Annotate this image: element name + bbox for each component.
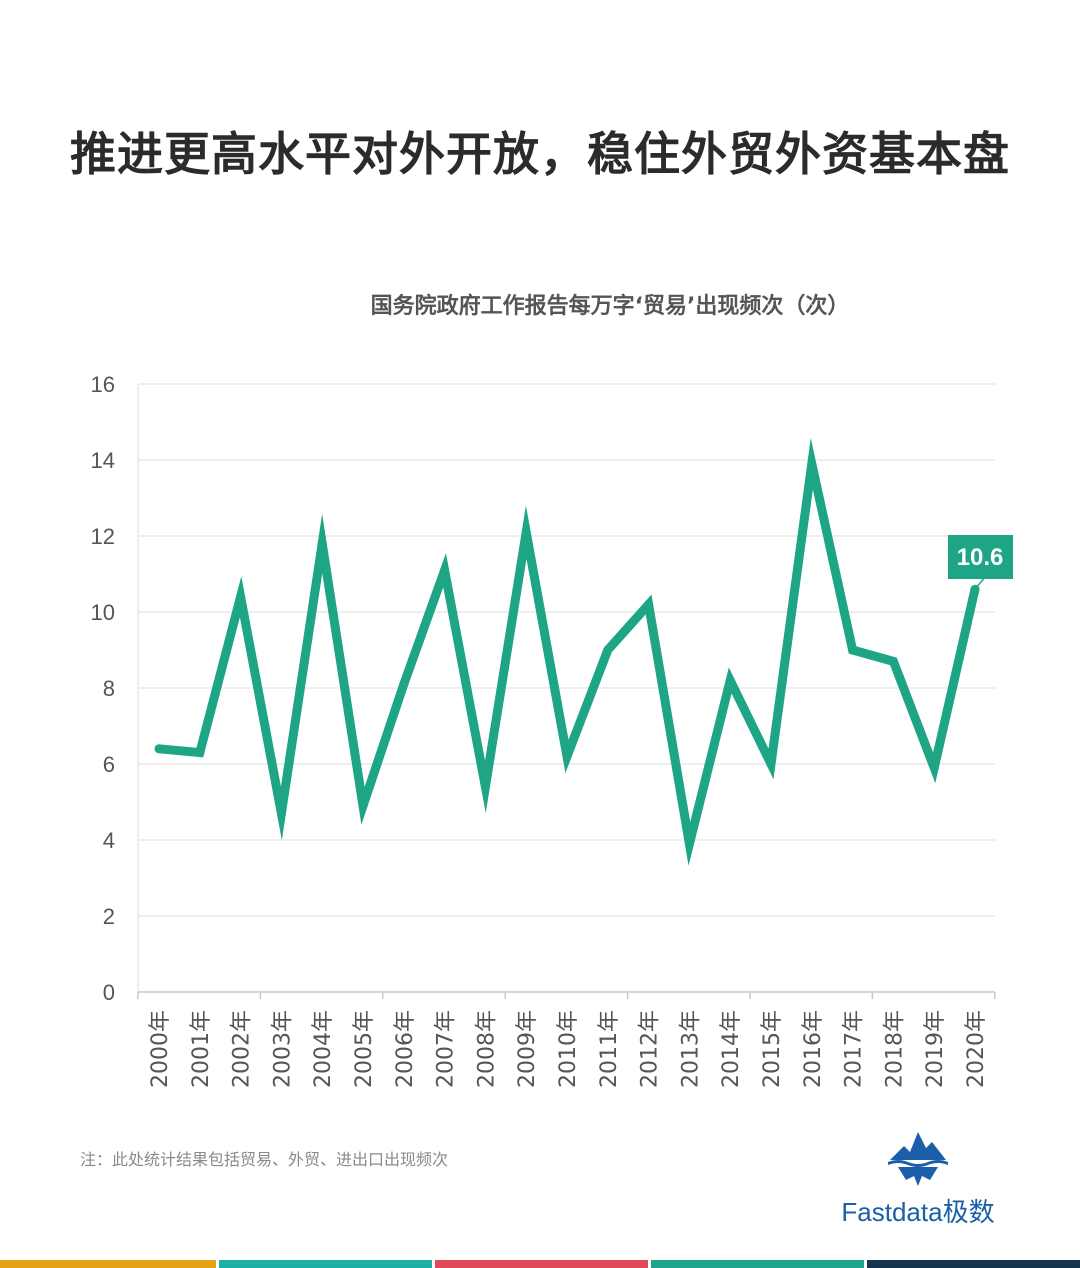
y-tick-label: 6 [103, 752, 115, 777]
x-tick-label: 2005年 [352, 1010, 377, 1088]
y-tick-label: 4 [103, 828, 115, 853]
page-headline: 推进更高水平对外开放，稳住外贸外资基本盘 [70, 127, 1010, 181]
data-point [480, 782, 490, 792]
annotation-leader [974, 576, 986, 590]
color-stripe [651, 1260, 864, 1268]
color-stripe [435, 1260, 648, 1268]
color-stripe [867, 1260, 1080, 1268]
data-point [725, 675, 735, 685]
data-point [236, 592, 246, 602]
x-tick-label: 2006年 [393, 1010, 418, 1088]
y-tick-label: 16 [91, 372, 115, 397]
data-point [929, 763, 939, 773]
x-tick-label: 2014年 [719, 1010, 744, 1088]
data-point [399, 679, 409, 689]
data-point [644, 599, 654, 609]
data-point [848, 645, 858, 655]
x-tick-label: 2001年 [189, 1010, 214, 1088]
x-tick-label: 2015年 [760, 1010, 785, 1088]
data-point [562, 751, 572, 761]
annotation-label: 10.6 [957, 544, 1004, 571]
data-point [807, 459, 817, 469]
data-point [603, 645, 613, 655]
annotation-box [948, 535, 1013, 579]
x-tick-label: 2016年 [801, 1010, 826, 1088]
x-tick-label: 2012年 [638, 1010, 663, 1088]
y-tick-label: 14 [91, 448, 115, 473]
iceberg-icon [888, 1132, 948, 1186]
x-tick-label: 2017年 [842, 1010, 867, 1088]
brand-name: Fastdata极数 [841, 1197, 995, 1227]
data-point [888, 656, 898, 666]
x-tick-label: 2004年 [311, 1010, 336, 1088]
data-point [440, 565, 450, 575]
x-tick-label: 2013年 [678, 1010, 703, 1088]
data-point [521, 527, 531, 537]
chart-title: 国务院政府工作报告每万字‘贸易’出现频次（次） [370, 294, 850, 319]
x-tick-label: 2010年 [556, 1010, 581, 1088]
footnote: 注：此处统计结果包括贸易、外贸、进出口出现频次 [80, 1150, 449, 1169]
brand-logo: Fastdata极数 [838, 1128, 998, 1228]
color-stripe [219, 1260, 432, 1268]
x-tick-label: 2000年 [148, 1010, 173, 1088]
x-tick-label: 2009年 [515, 1010, 540, 1088]
x-tick-label: 2011年 [597, 1010, 622, 1088]
y-tick-label: 12 [91, 524, 115, 549]
color-stripe [0, 1260, 216, 1268]
line-chart: 0 2 4 6 8 10 12 14 16 2000年 2001年 2002年 2003年 2004年 20… [91, 372, 1013, 1088]
data-point [195, 748, 205, 758]
data-point [154, 744, 164, 754]
y-tick-label: 2 [103, 904, 115, 929]
x-tick-label: 2007年 [434, 1010, 459, 1088]
y-tick-label: 0 [103, 980, 115, 1005]
y-tick-label: 10 [91, 600, 115, 625]
data-point [358, 801, 368, 811]
x-tick-label: 2018年 [882, 1010, 907, 1088]
x-tick-label: 2019年 [923, 1010, 948, 1088]
data-point [276, 808, 286, 818]
data-point [684, 839, 694, 849]
data-point [766, 759, 776, 769]
x-tick-label: 2008年 [474, 1010, 499, 1088]
data-point [317, 539, 327, 549]
x-tick-label: 2002年 [230, 1010, 255, 1088]
x-tick-label: 2020年 [964, 1010, 989, 1088]
x-tick-label: 2003年 [270, 1010, 295, 1088]
y-tick-label: 8 [103, 676, 115, 701]
